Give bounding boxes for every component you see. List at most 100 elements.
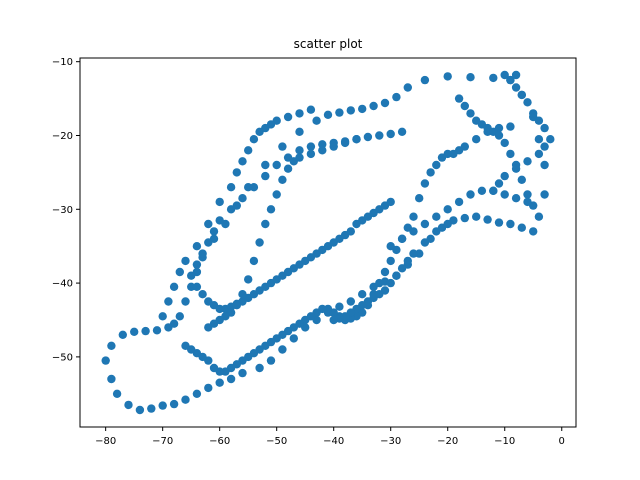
- scatter-point: [523, 98, 532, 107]
- scatter-point: [443, 219, 452, 229]
- scatter-point: [472, 212, 481, 221]
- scatter-point: [432, 227, 441, 236]
- scatter-point: [244, 275, 253, 284]
- scatter-point: [244, 146, 253, 155]
- scatter-point: [255, 363, 264, 373]
- scatter-point: [517, 90, 526, 100]
- scatter-point: [386, 256, 395, 266]
- scatter-point: [500, 138, 509, 148]
- scatter-point: [466, 190, 475, 199]
- scatter-point: [255, 238, 264, 247]
- scatter-point: [335, 302, 344, 311]
- scatter-point: [192, 282, 202, 291]
- scatter-point: [158, 312, 167, 321]
- scatter-point: [215, 216, 224, 225]
- scatter-point: [198, 290, 207, 299]
- scatter-point: [386, 197, 395, 207]
- scatter-point: [534, 116, 544, 125]
- scatter-point: [164, 323, 173, 332]
- scatter-point: [204, 383, 213, 393]
- scatter-point: [289, 334, 298, 343]
- scatter-point: [483, 215, 492, 224]
- scatter-point: [352, 135, 361, 144]
- scatter-point: [318, 146, 327, 155]
- scatter-point: [215, 378, 224, 387]
- scatter-point: [169, 399, 179, 409]
- x-tick-label: −80: [95, 436, 116, 447]
- scatter-point: [112, 389, 122, 398]
- scatter-point: [358, 104, 367, 114]
- scatter-point: [494, 131, 504, 140]
- scatter-point: [266, 205, 276, 214]
- scatter-point: [141, 326, 150, 336]
- scatter-point: [306, 149, 316, 159]
- scatter-point: [329, 315, 338, 325]
- scatter-point: [266, 356, 276, 365]
- scatter-point: [500, 171, 509, 181]
- scatter-point: [529, 227, 538, 236]
- scatter-point: [397, 234, 407, 243]
- scatter-point: [209, 227, 219, 236]
- scatter-point: [443, 205, 452, 214]
- scatter-point: [534, 135, 544, 144]
- scatter-point: [226, 374, 236, 384]
- scatter-point: [511, 83, 521, 92]
- x-tick-label: −40: [323, 436, 344, 447]
- scatter-point: [204, 219, 213, 229]
- scatter-point: [278, 175, 287, 184]
- scatter-point: [158, 401, 167, 410]
- scatter-point: [226, 183, 236, 192]
- scatter-point: [369, 101, 378, 111]
- scatter-point: [420, 219, 430, 229]
- scatter-point: [346, 227, 355, 236]
- scatter-point: [375, 131, 384, 140]
- scatter-point: [420, 179, 430, 188]
- y-tick-label: −40: [52, 279, 73, 290]
- scatter-point: [540, 190, 549, 199]
- scatter-point: [198, 249, 207, 258]
- scatter-point: [409, 227, 418, 236]
- scatter-point: [101, 356, 110, 365]
- scatter-point: [187, 271, 196, 280]
- scatter-point: [511, 194, 521, 203]
- scatter-point: [477, 186, 487, 195]
- scatter-point: [506, 149, 515, 159]
- scatter-point: [209, 363, 219, 373]
- scatter-point: [135, 405, 145, 415]
- scatter-point: [489, 73, 498, 83]
- scatter-point: [249, 183, 259, 192]
- scatter-point: [534, 212, 544, 221]
- scatter-point: [335, 108, 344, 117]
- scatter-point: [529, 109, 538, 118]
- scatter-point: [192, 260, 202, 269]
- scatter-point: [118, 330, 128, 339]
- scatter-point: [261, 160, 270, 170]
- scatter-point: [312, 116, 321, 125]
- y-tick-label: −50: [52, 352, 73, 363]
- x-tick-label: −30: [380, 436, 401, 447]
- scatter-point: [175, 267, 184, 277]
- scatter-point: [386, 129, 395, 139]
- scatter-point: [295, 127, 304, 136]
- scatter-point: [494, 218, 504, 227]
- scatter-point: [306, 142, 316, 151]
- scatter-point: [392, 271, 401, 280]
- scatter-point: [397, 127, 407, 136]
- scatter-point: [255, 127, 264, 136]
- scatter-point: [238, 290, 247, 299]
- scatter-point: [466, 73, 475, 82]
- scatter-point: [380, 98, 390, 108]
- scatter-point: [392, 92, 401, 102]
- scatter-points: [101, 70, 555, 415]
- scatter-point: [506, 122, 515, 131]
- scatter-point: [289, 157, 298, 166]
- scatter-point: [175, 312, 184, 321]
- scatter-point: [489, 186, 498, 195]
- scatter-point: [517, 223, 526, 232]
- scatter-point: [346, 297, 355, 306]
- scatter-point: [403, 83, 412, 92]
- scatter-point: [192, 242, 202, 251]
- scatter-point: [454, 94, 464, 103]
- scatter-point: [272, 190, 281, 199]
